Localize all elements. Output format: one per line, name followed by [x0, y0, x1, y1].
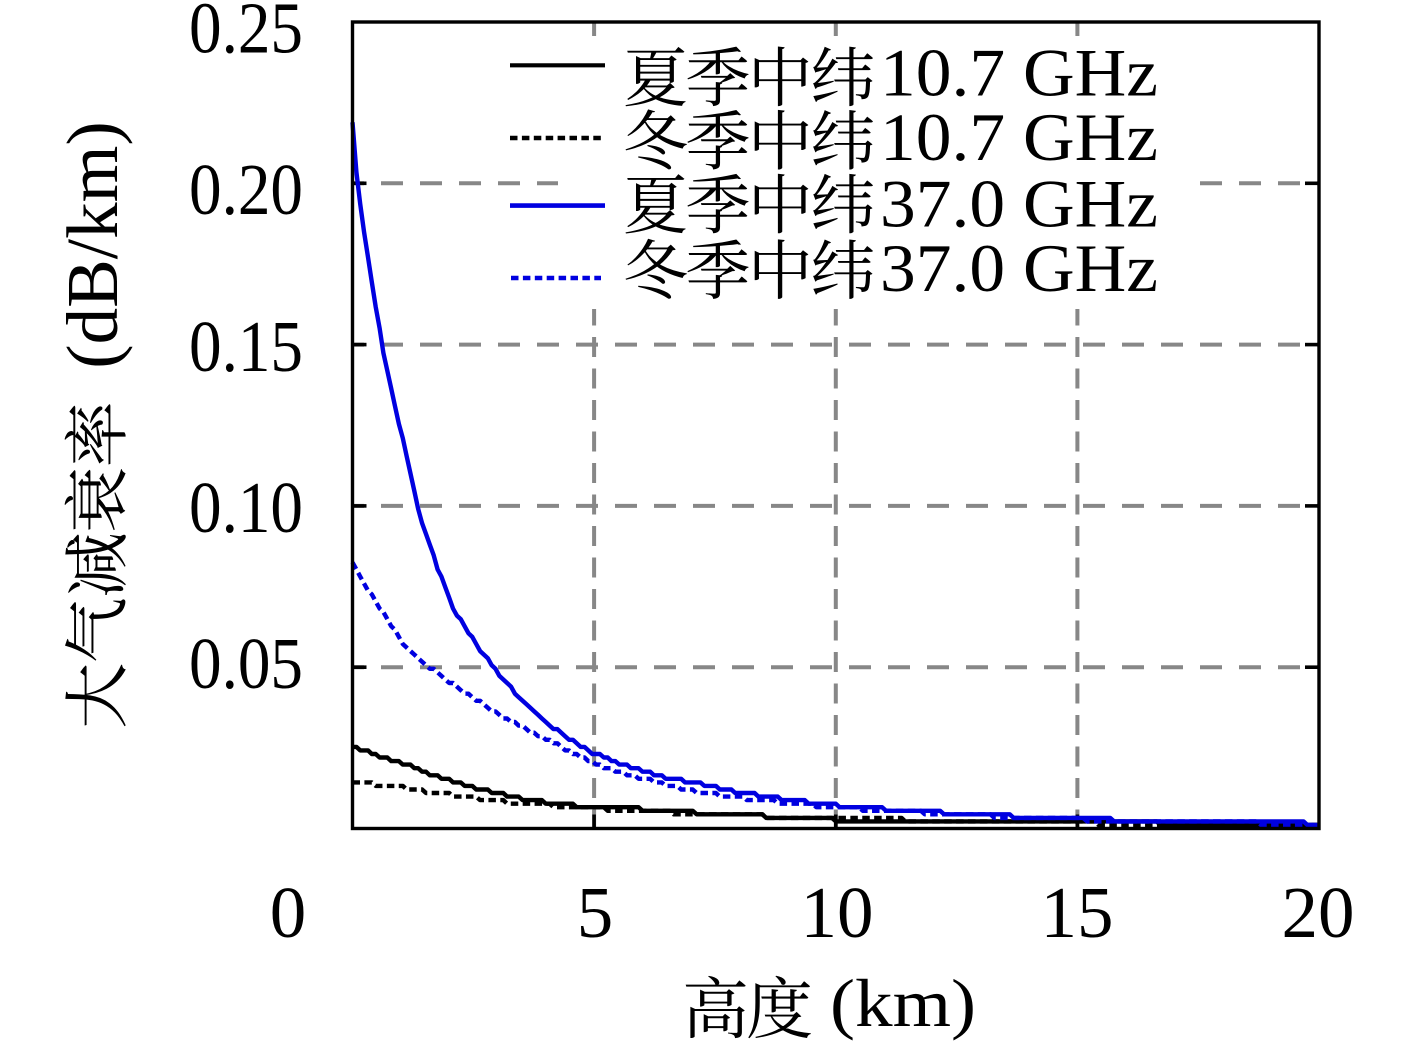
svg-text:0.15: 0.15: [189, 306, 303, 387]
svg-text:37.0 GHz: 37.0 GHz: [880, 166, 1158, 242]
svg-text:15: 15: [1041, 872, 1114, 953]
svg-text:0.05: 0.05: [189, 623, 303, 704]
svg-text:0: 0: [270, 872, 307, 953]
svg-text:0.10: 0.10: [189, 467, 303, 548]
svg-text:10.7 GHz: 10.7 GHz: [880, 35, 1158, 111]
svg-text:10.7 GHz: 10.7 GHz: [880, 99, 1158, 175]
svg-text:0.25: 0.25: [189, 0, 303, 69]
svg-text:37.0 GHz: 37.0 GHz: [880, 230, 1158, 306]
svg-text:5: 5: [577, 872, 614, 953]
svg-text:20: 20: [1282, 872, 1355, 953]
svg-text:0.20: 0.20: [189, 149, 303, 230]
svg-text:10: 10: [801, 872, 874, 953]
svg-text:(dB/km): (dB/km): [52, 121, 133, 368]
svg-text:(km): (km): [830, 965, 976, 1041]
